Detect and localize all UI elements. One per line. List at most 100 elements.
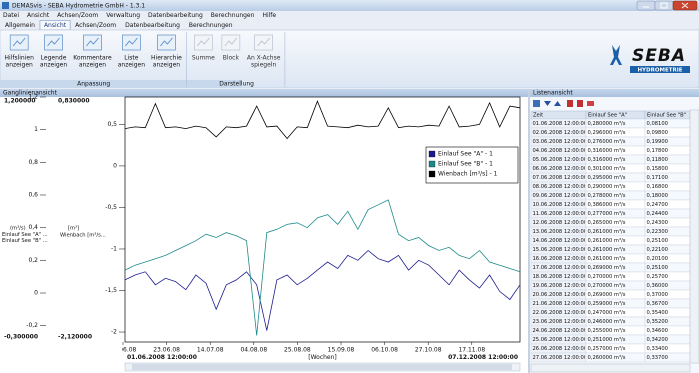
table-cell-text[interactable]: 0,08100 [647, 121, 668, 127]
table-row[interactable]: 27.06.2008 12:00:00 0,260000 m³/s 0,33700 [530, 352, 691, 363]
table-cell-text[interactable]: 17.06.2008 12:00:00 [533, 265, 588, 271]
table-cell-text[interactable]: 13.06.2008 12:00:00 [533, 229, 588, 235]
table-cell-text[interactable]: 15.06.2008 12:00:00 [533, 247, 588, 253]
ribbon-button-label[interactable]: Legende [41, 55, 67, 62]
table-cell-text[interactable]: 0,260000 m³/s [588, 355, 626, 361]
ribbon-button-glyph[interactable] [224, 37, 238, 47]
table-cell-text[interactable]: 0,278000 m³/s [588, 193, 626, 199]
table-cell-text[interactable]: 0,16800 [647, 184, 668, 190]
table-cell-text[interactable]: 06.06.2008 12:00:00 [533, 166, 588, 172]
table-cell-text[interactable]: 0,37000 [647, 292, 668, 298]
table-cell-text[interactable]: 0,277000 m³/s [588, 211, 626, 217]
table-cell-text[interactable]: 16.06.2008 12:00:00 [533, 256, 588, 262]
table-cell-text[interactable]: 0,265000 m³/s [588, 220, 626, 226]
ribbon-button-glyph[interactable] [86, 37, 99, 47]
table-cell-text[interactable]: 0,301000 m³/s [588, 166, 626, 172]
ribbon-button-glyph[interactable] [125, 37, 138, 47]
table-cell-text[interactable]: 11.06.2008 12:00:00 [533, 211, 588, 217]
table-cell-text[interactable]: 0,257000 m³/s [588, 346, 626, 352]
toolbar-icon[interactable] [544, 101, 561, 106]
menu-item[interactable]: Datei [3, 12, 19, 19]
ribbon-button-label[interactable]: Summe [192, 55, 215, 62]
table-cell-text[interactable]: 0,295000 m³/s [588, 175, 626, 181]
ribbon-button-label[interactable]: spiegeln [251, 62, 276, 69]
table-row[interactable]: 07.06.2008 12:00:00 0,295000 m³/s 0,17100 [530, 172, 691, 183]
table-cell-text[interactable]: 14.06.2008 12:00:00 [533, 238, 588, 244]
table-cell-text[interactable]: 0,246000 m³/s [588, 319, 626, 325]
table-cell-text[interactable]: 0,296000 m³/s [588, 130, 626, 136]
table-cell-text[interactable]: 21.06.2008 12:00:00 [533, 301, 588, 307]
table-cell-text[interactable]: 0,316000 m³/s [588, 148, 626, 154]
table-cell-text[interactable]: 0,261000 m³/s [588, 238, 626, 244]
table-cell-text[interactable]: 0,09800 [647, 130, 668, 136]
table-cell-text[interactable]: 0,25700 [647, 274, 668, 280]
ribbon-button-label[interactable]: anzeigen [153, 62, 180, 69]
table-cell-text[interactable]: 0,290000 m³/s [588, 184, 626, 190]
chart-scroll-thumb[interactable] [132, 364, 512, 370]
table-cell-text[interactable]: 0,24300 [647, 220, 668, 226]
table-cell-text[interactable]: 26.06.2008 12:00:00 [533, 346, 588, 352]
minimize-button[interactable] [636, 0, 656, 11]
table-row[interactable]: 21.06.2008 12:00:00 0,259000 m³/s 0,36700 [530, 298, 691, 309]
ribbon-button-label[interactable]: Liste [124, 55, 138, 62]
table-cell-text[interactable]: 0,261000 m³/s [588, 247, 626, 253]
table-row[interactable]: 10.06.2008 12:00:00 0,386000 m³/s 0,24700 [530, 199, 691, 210]
table-cell-text[interactable]: 0,25100 [647, 265, 668, 271]
list-hscrollbar[interactable] [530, 363, 691, 373]
ribbon-button-glyph[interactable] [47, 37, 60, 47]
table-cell-text[interactable]: 0,316000 m³/s [588, 157, 626, 163]
table-cell-text[interactable]: 0,35200 [647, 319, 668, 325]
table-row[interactable]: 05.06.2008 12:00:00 0,316000 m³/s 0,11800 [530, 154, 691, 165]
table-cell-text[interactable]: 27.06.2008 12:00:00 [533, 355, 588, 361]
table-cell-text[interactable]: 0,17100 [647, 175, 668, 181]
table-cell-text[interactable]: 0,20100 [647, 256, 668, 262]
table-cell-text[interactable]: 0,18000 [647, 193, 668, 199]
toolbar-icon[interactable] [587, 101, 594, 106]
table-cell-text[interactable]: 03.06.2008 12:00:00 [533, 139, 588, 145]
table-cell-text[interactable]: 0,19900 [647, 139, 668, 145]
table-cell-text[interactable]: 0,36000 [647, 283, 668, 289]
table-row[interactable]: 04.06.2008 12:00:00 0,316000 m³/s 0,17800 [530, 145, 691, 156]
ribbon-button-glyph[interactable] [12, 37, 26, 47]
table-cell-text[interactable]: 0,15800 [647, 166, 668, 172]
maximize-button[interactable] [654, 0, 674, 11]
tab-label[interactable]: Datenbearbeitung [125, 22, 180, 29]
ribbon-button-label[interactable]: anzeigen [6, 62, 33, 69]
ribbon-button-glyph[interactable] [160, 37, 173, 47]
table-cell-text[interactable]: 02.06.2008 12:00:00 [533, 130, 588, 136]
ribbon-button-label[interactable]: Block [223, 55, 240, 62]
table-row[interactable]: 25.06.2008 12:00:00 0,251000 m³/s 0,34200 [530, 334, 691, 345]
ribbon-button-label[interactable]: anzeigen [40, 62, 67, 69]
toolbar-icon[interactable] [533, 100, 540, 107]
table-cell-text[interactable]: 0,34600 [647, 328, 668, 334]
table-cell-text[interactable]: 0,33700 [647, 355, 668, 361]
table-cell-text[interactable]: 12.06.2008 12:00:00 [533, 220, 588, 226]
table-row[interactable]: 13.06.2008 12:00:00 0,261000 m³/s 0,22300 [530, 226, 691, 237]
table-cell-text[interactable]: 0,269000 m³/s [588, 292, 626, 298]
table-cell-text[interactable]: 08.06.2008 12:00:00 [533, 184, 588, 190]
menu-item[interactable]: Ansicht [27, 12, 50, 19]
table-cell-text[interactable]: 0,35400 [647, 310, 668, 316]
table-cell-text[interactable]: 0,261000 m³/s [588, 229, 626, 235]
table-row[interactable]: 09.06.2008 12:00:00 0,278000 m³/s 0,18000 [530, 190, 691, 201]
table-row[interactable]: 16.06.2008 12:00:00 0,261000 m³/s 0,20100 [530, 253, 691, 264]
table-cell-text[interactable]: 0,251000 m³/s [588, 337, 626, 343]
table-cell-text[interactable]: 23.06.2008 12:00:00 [533, 319, 588, 325]
list-vscrollbar[interactable] [689, 109, 699, 364]
table-row[interactable]: 23.06.2008 12:00:00 0,246000 m³/s 0,35200 [530, 316, 691, 327]
table-row[interactable]: 19.06.2008 12:00:00 0,270000 m³/s 0,36000 [530, 280, 691, 291]
table-row[interactable]: 18.06.2008 12:00:00 0,270000 m³/s 0,25700 [530, 271, 691, 282]
table-cell-text[interactable]: 01.06.2008 12:00:00 [533, 121, 588, 127]
table-row[interactable]: 20.06.2008 12:00:00 0,269000 m³/s 0,37000 [530, 289, 691, 300]
table-row[interactable]: 11.06.2008 12:00:00 0,277000 m³/s 0,24400 [530, 208, 691, 219]
table-cell-text[interactable]: 0,17800 [647, 148, 668, 154]
table-cell-text[interactable]: 04.06.2008 12:00:00 [533, 148, 588, 154]
table-cell-text[interactable]: 0,25100 [647, 238, 668, 244]
table-row[interactable]: 15.06.2008 12:00:00 0,261000 m³/s 0,22100 [530, 244, 691, 255]
table-cell-text[interactable]: 19.06.2008 12:00:00 [533, 283, 588, 289]
table-row[interactable]: 14.06.2008 12:00:00 0,261000 m³/s 0,25100 [530, 235, 691, 246]
